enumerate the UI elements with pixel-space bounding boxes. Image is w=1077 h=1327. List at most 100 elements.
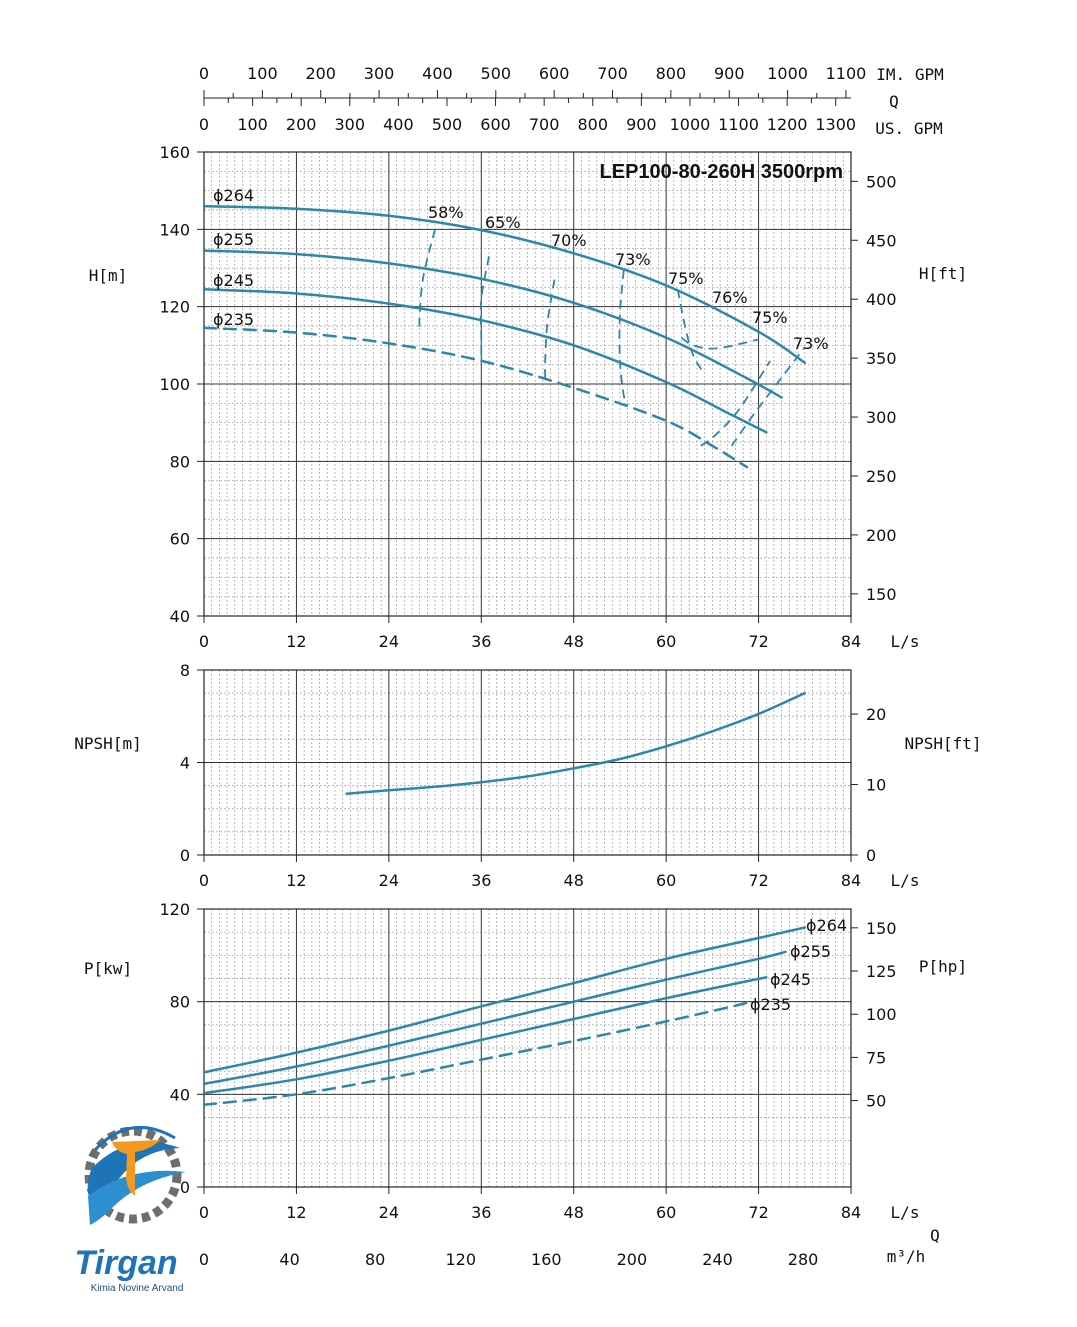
y2-axis-label: P[hp] xyxy=(919,957,967,976)
m3h-tick-label: 280 xyxy=(788,1250,819,1269)
curve-label: ɸ245 xyxy=(213,271,254,290)
im-gpm-label: IM. GPM xyxy=(876,65,943,84)
curve-label: ɸ235 xyxy=(213,310,254,329)
y2-tick-label: 300 xyxy=(866,408,897,427)
efficiency-curve xyxy=(730,346,806,447)
y2-tick-label: 125 xyxy=(866,962,897,981)
us-gpm-tick-label: 600 xyxy=(480,115,511,134)
y2-axis-label: NPSH[ft] xyxy=(904,734,981,753)
m3h-tick-label: 240 xyxy=(702,1250,733,1269)
y-axis-label: H[m] xyxy=(89,266,128,285)
y2-tick-label: 450 xyxy=(866,231,897,250)
series-line xyxy=(202,950,787,1086)
m3h-label: m³/h xyxy=(887,1247,926,1266)
curve-label: ɸ255 xyxy=(790,942,831,961)
tirgan-logo: Tirgan Kimia Novine Arvand xyxy=(74,1125,186,1294)
y2-tick-label: 20 xyxy=(866,705,886,724)
curve-label: 75% xyxy=(668,269,704,288)
head-panel: 4060801001201401601502002503003504004505… xyxy=(89,143,967,651)
series-line xyxy=(202,1001,749,1107)
m3h-tick-label: 80 xyxy=(365,1250,385,1269)
y2-tick-label: 400 xyxy=(866,290,897,309)
top-q-label: Q xyxy=(889,92,899,111)
im-gpm-tick-label: 800 xyxy=(656,64,687,83)
y2-tick-label: 350 xyxy=(866,349,897,368)
x-tick-label: 84 xyxy=(841,871,861,890)
bottom-q-label: Q xyxy=(930,1226,940,1245)
curve-label: 73% xyxy=(615,250,651,269)
m3h-tick-label: 160 xyxy=(531,1250,562,1269)
y2-tick-label: 150 xyxy=(866,585,897,604)
us-gpm-tick-label: 0 xyxy=(199,115,209,134)
plot-frame xyxy=(203,669,852,856)
efficiency-curve xyxy=(676,289,706,375)
series-line xyxy=(202,249,783,399)
x-tick-label: 48 xyxy=(564,871,584,890)
x-tick-label: 0 xyxy=(199,632,209,651)
y-tick-label: 140 xyxy=(159,220,190,239)
im-gpm-tick-label: 200 xyxy=(305,64,336,83)
x-tick-label: 36 xyxy=(471,632,491,651)
x-tick-label: 60 xyxy=(656,871,676,890)
x-tick-label: 36 xyxy=(471,871,491,890)
us-gpm-tick-label: 100 xyxy=(237,115,268,134)
curve-label: 65% xyxy=(485,213,521,232)
x-tick-label: 36 xyxy=(471,1203,491,1222)
y2-axis-label: H[ft] xyxy=(919,264,967,283)
curve-label: ɸ255 xyxy=(213,230,254,249)
efficiency-curve xyxy=(618,269,629,406)
im-gpm-tick-label: 0 xyxy=(199,64,209,83)
us-gpm-tick-label: 400 xyxy=(383,115,414,134)
y-axis-label: NPSH[m] xyxy=(74,734,141,753)
series-line xyxy=(202,976,768,1095)
series-line xyxy=(202,288,768,434)
im-gpm-tick-label: 600 xyxy=(539,64,570,83)
efficiency-curve xyxy=(544,279,556,380)
us-gpm-tick-label: 800 xyxy=(577,115,608,134)
curve-label: 75% xyxy=(752,308,788,327)
us-gpm-label: US. GPM xyxy=(875,119,942,138)
grid xyxy=(203,908,852,1188)
series-line xyxy=(202,326,749,469)
x-tick-label: 84 xyxy=(841,1203,861,1222)
m3h-tick-label: 40 xyxy=(279,1250,299,1269)
bottom-flow-axis: 0 40 80 120 160 200 240 280 Qm³/h xyxy=(199,1226,940,1269)
efficiency-curve xyxy=(418,229,436,334)
y2-tick-label: 0 xyxy=(866,846,876,865)
x-tick-label: 72 xyxy=(748,871,768,890)
power-panel: 0 40 80 120 50 75 100 125 150 0 12 24 36 48 60 72 84 L/s P… xyxy=(84,900,967,1222)
plot-frame xyxy=(203,908,852,1188)
grid xyxy=(203,151,852,617)
y-tick-label: 120 xyxy=(159,900,190,919)
x-tick-label: 24 xyxy=(379,871,399,890)
x-tick-label: 60 xyxy=(656,632,676,651)
x-tick-label: 72 xyxy=(748,1203,768,1222)
im-gpm-tick-label: 1000 xyxy=(767,64,808,83)
us-gpm-tick-label: 1100 xyxy=(718,115,759,134)
y-tick-label: 40 xyxy=(170,607,190,626)
x-tick-label: 0 xyxy=(199,1203,209,1222)
x-tick-label: 12 xyxy=(286,871,306,890)
plot-frame xyxy=(203,151,852,617)
y-tick-label: 80 xyxy=(170,993,190,1012)
x-tick-label: 60 xyxy=(656,1203,676,1222)
series-line xyxy=(345,691,807,795)
x-tick-label: 72 xyxy=(748,632,768,651)
y-tick-label: 40 xyxy=(170,1085,190,1104)
x-tick-label: 24 xyxy=(379,1203,399,1222)
x-tick-label: 0 xyxy=(199,871,209,890)
curve-label: 58% xyxy=(428,203,464,222)
x-axis-unit: L/s xyxy=(891,632,920,651)
curve-label: 73% xyxy=(793,334,829,353)
grid xyxy=(203,669,852,856)
y-tick-label: 100 xyxy=(159,375,190,394)
us-gpm-tick-label: 1300 xyxy=(815,115,856,134)
y-tick-label: 80 xyxy=(170,452,190,471)
y-tick-label: 120 xyxy=(159,298,190,317)
y-tick-label: 0 xyxy=(180,846,190,865)
us-gpm-tick-label: 1200 xyxy=(767,115,808,134)
us-gpm-tick-label: 700 xyxy=(529,115,560,134)
y-tick-label: 160 xyxy=(159,143,190,162)
series-line xyxy=(202,204,807,364)
